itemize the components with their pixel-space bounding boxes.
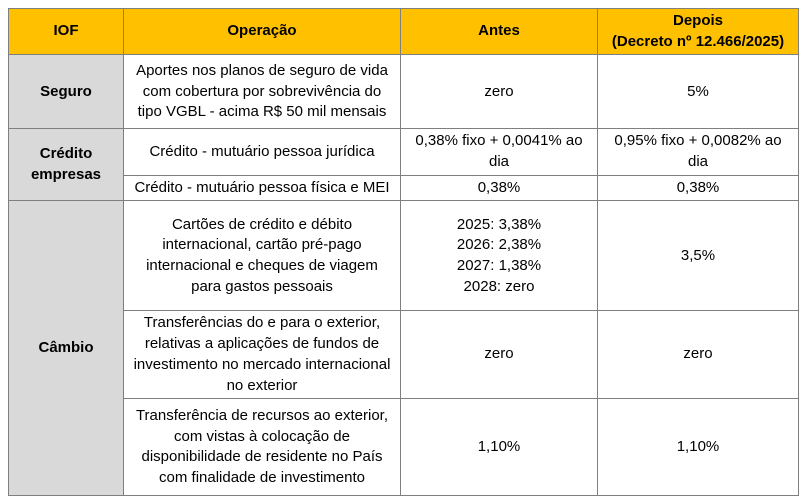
cell-antes: 0,38%	[400, 174, 598, 202]
cell-operacao: Transferências do e para o exterior, rel…	[123, 310, 401, 400]
table-row: Transferências do e para o exterior, rel…	[9, 310, 799, 400]
header-cell-iof: IOF	[8, 7, 124, 56]
table-row: Seguro Aportes nos planos de seguro de v…	[8, 54, 799, 130]
cell-depois: 0,38%	[597, 174, 799, 202]
cell-antes: 2025: 3,38% 2026: 2,38% 2027: 1,38% 2028…	[400, 200, 598, 312]
group-cell-credito-empresas: Crédito empresas	[8, 128, 124, 202]
cell-operacao: Cartões de crédito e débito internaciona…	[123, 200, 401, 312]
cell-depois: 0,95% fixo + 0,0082% ao dia	[597, 128, 799, 176]
cell-operacao: Aportes nos planos de seguro de vida com…	[123, 54, 401, 130]
header-cell-antes: Antes	[400, 7, 598, 56]
cell-depois: 5%	[597, 54, 799, 130]
table-row: Câmbio Cartões de crédito e débito inter…	[8, 200, 799, 497]
cell-antes: 1,10%	[400, 398, 598, 497]
group-cell-seguro: Seguro	[8, 54, 124, 130]
header-cell-operacao: Operação	[123, 7, 401, 56]
cell-antes: 0,38% fixo + 0,0041% ao dia	[400, 128, 598, 176]
cell-operacao: Crédito - mutuário pessoa jurídica	[123, 128, 401, 176]
header-cell-depois: Depois (Decreto nº 12.466/2025)	[597, 7, 799, 56]
cell-antes: zero	[400, 310, 598, 400]
cell-antes: zero	[400, 54, 598, 130]
iof-rates-table: IOF Operação Antes Depois (Decreto nº 12…	[8, 7, 799, 497]
group-cell-cambio: Câmbio	[8, 200, 124, 497]
table-row: Crédito - mutuário pessoa física e MEI 0…	[9, 174, 799, 202]
cell-depois: 3,5%	[597, 200, 799, 312]
table-row: Crédito empresas Crédito - mutuário pess…	[8, 128, 799, 202]
cell-operacao: Crédito - mutuário pessoa física e MEI	[123, 174, 401, 202]
table-row: Transferência de recursos ao exterior, c…	[9, 398, 799, 497]
cell-depois: zero	[597, 310, 799, 400]
cell-operacao: Transferência de recursos ao exterior, c…	[123, 398, 401, 497]
header-row: IOF Operação Antes Depois (Decreto nº 12…	[8, 7, 799, 56]
cell-depois: 1,10%	[597, 398, 799, 497]
